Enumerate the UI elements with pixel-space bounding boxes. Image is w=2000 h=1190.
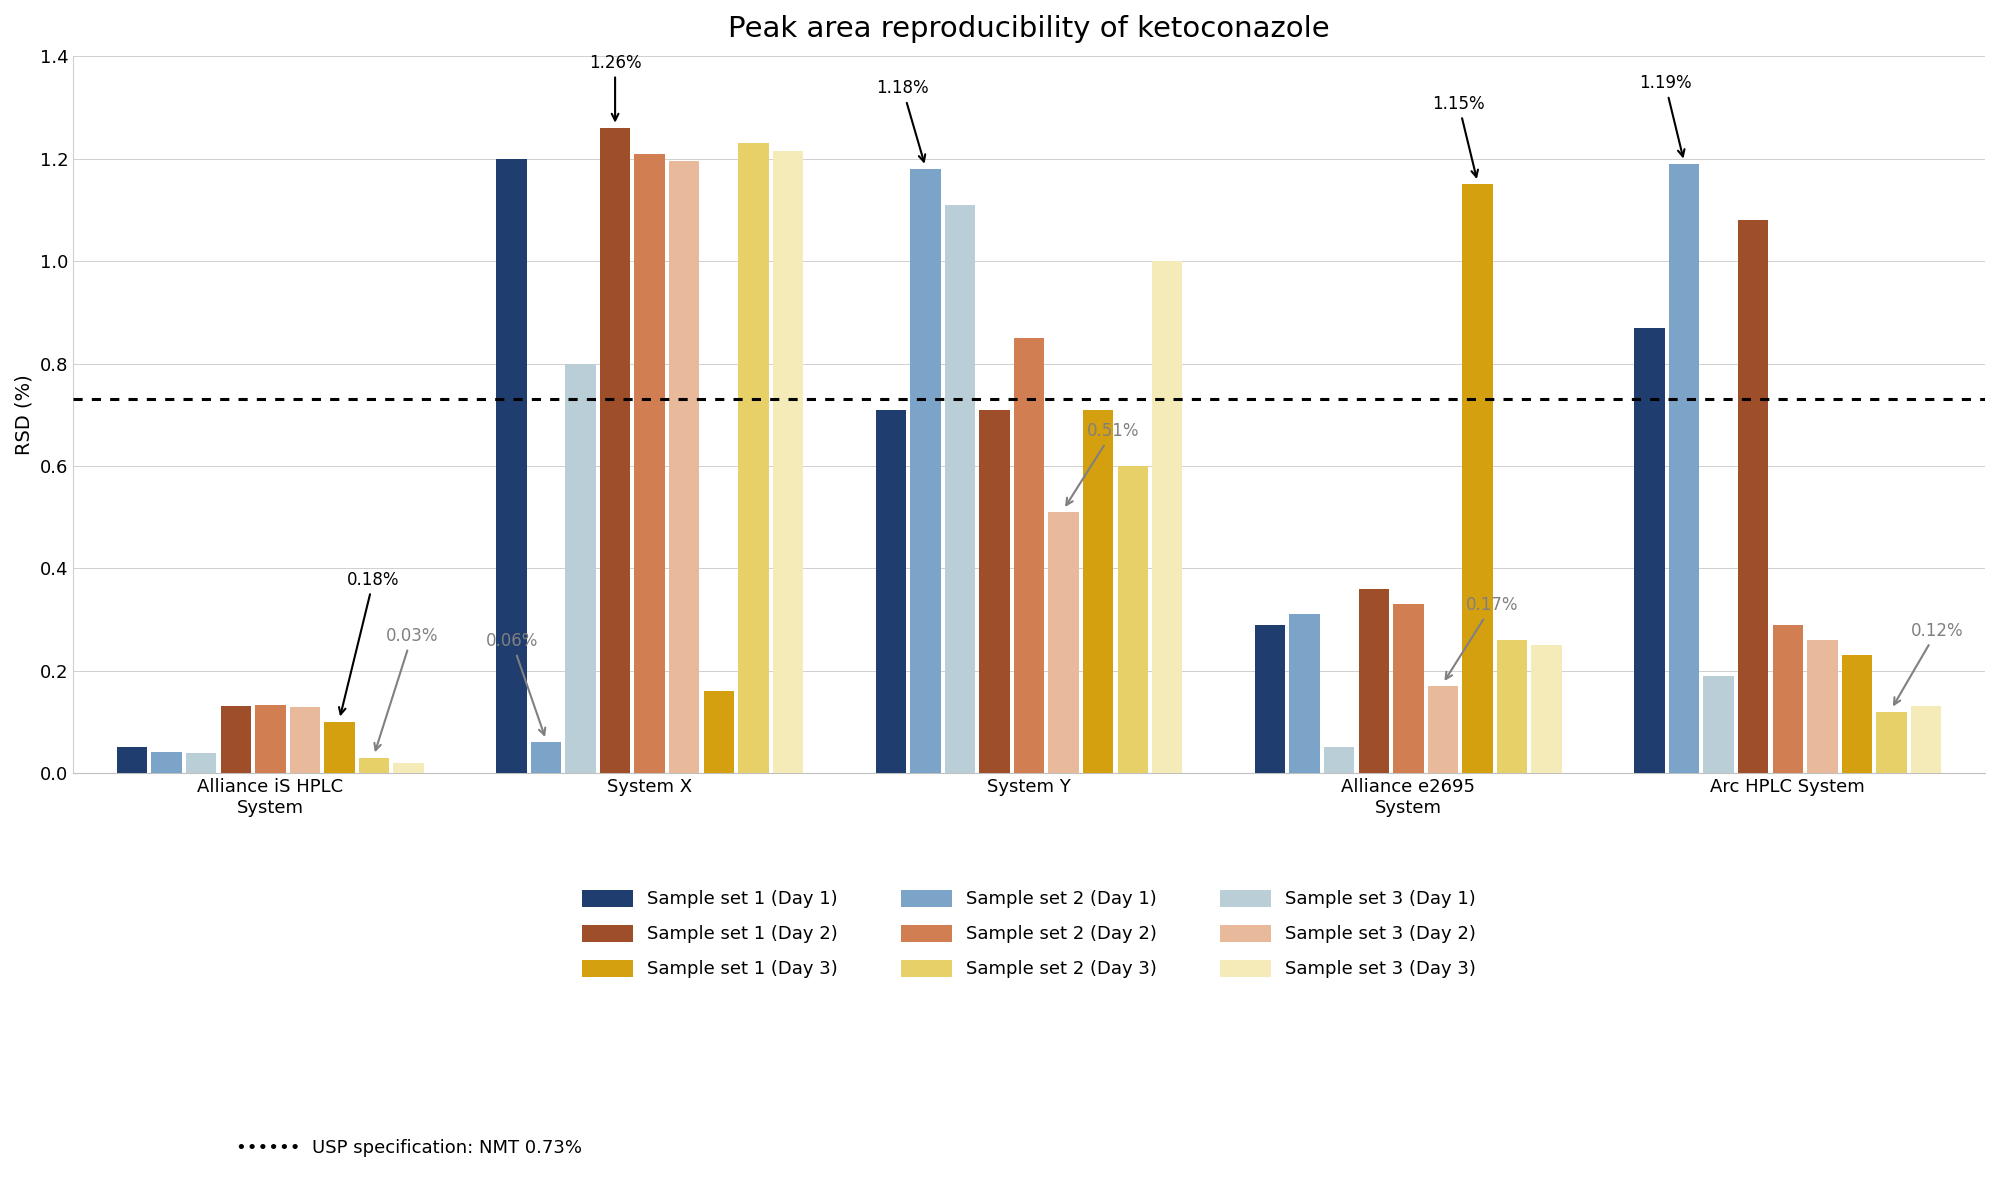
Text: 1.19%: 1.19% <box>1638 74 1692 156</box>
Bar <box>1772 625 1802 774</box>
Bar <box>1668 164 1700 774</box>
Text: 0.17%: 0.17% <box>1446 596 1518 679</box>
Bar <box>1808 640 1838 774</box>
Text: ••••••  USP specification: NMT 0.73%: •••••• USP specification: NMT 0.73% <box>236 1139 582 1158</box>
Text: 1.26%: 1.26% <box>588 54 642 120</box>
Bar <box>738 144 768 774</box>
Bar <box>530 743 562 774</box>
Bar <box>1496 640 1528 774</box>
Bar <box>1704 676 1734 774</box>
Bar <box>1394 605 1424 774</box>
Text: 0.03%: 0.03% <box>374 627 438 750</box>
Bar <box>910 169 940 774</box>
Bar <box>256 706 286 774</box>
Bar <box>876 409 906 774</box>
Bar <box>290 708 320 774</box>
Bar <box>944 205 976 774</box>
Bar <box>324 722 354 774</box>
Bar <box>1324 747 1354 774</box>
Bar <box>1910 707 1942 774</box>
Text: 0.18%: 0.18% <box>338 571 400 714</box>
Bar <box>394 763 424 774</box>
Text: 1.15%: 1.15% <box>1432 95 1484 177</box>
Bar <box>980 409 1010 774</box>
Bar <box>772 151 804 774</box>
Bar <box>566 363 596 774</box>
Bar <box>1842 656 1872 774</box>
Y-axis label: RSD (%): RSD (%) <box>14 375 34 455</box>
Bar <box>358 758 390 774</box>
Title: Peak area reproducibility of ketoconazole: Peak area reproducibility of ketoconazol… <box>728 15 1330 43</box>
Bar <box>670 162 700 774</box>
Bar <box>1152 261 1182 774</box>
Bar <box>1876 712 1906 774</box>
Bar <box>116 747 148 774</box>
Text: 1.18%: 1.18% <box>876 80 928 162</box>
Text: 0.51%: 0.51% <box>1066 422 1140 505</box>
Bar <box>1014 338 1044 774</box>
Legend: Sample set 1 (Day 1), Sample set 1 (Day 2), Sample set 1 (Day 3), Sample set 2 (: Sample set 1 (Day 1), Sample set 1 (Day … <box>582 889 1476 978</box>
Text: 0.06%: 0.06% <box>486 632 546 735</box>
Bar <box>220 707 250 774</box>
Bar <box>1358 589 1390 774</box>
Bar <box>1118 466 1148 774</box>
Bar <box>496 158 526 774</box>
Bar <box>600 129 630 774</box>
Bar <box>1290 614 1320 774</box>
Bar <box>152 752 182 774</box>
Bar <box>1462 184 1492 774</box>
Bar <box>1254 625 1286 774</box>
Bar <box>704 691 734 774</box>
Bar <box>186 752 216 774</box>
Text: 0.12%: 0.12% <box>1894 622 1964 704</box>
Bar <box>1082 409 1114 774</box>
Bar <box>1634 327 1664 774</box>
Bar <box>634 154 664 774</box>
Bar <box>1738 220 1768 774</box>
Bar <box>1048 512 1078 774</box>
Bar <box>1532 645 1562 774</box>
Bar <box>1428 685 1458 774</box>
